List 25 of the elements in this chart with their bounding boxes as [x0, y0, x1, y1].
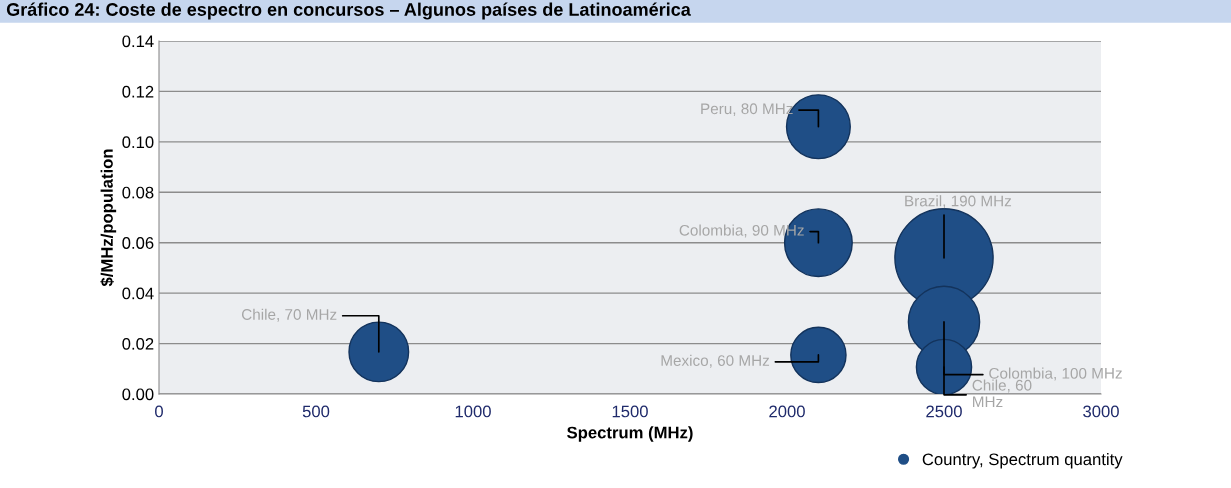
x-tick-label: 500 — [302, 405, 330, 418]
legend-label: Country, Spectrum quantity — [922, 452, 1123, 469]
y-tick-label: 0.08 — [122, 186, 154, 199]
annotation: Mexico, 60 MHz — [661, 354, 770, 368]
x-tick-label: 2500 — [926, 405, 962, 418]
annotation: Colombia, 100 MHz — [989, 367, 1122, 381]
x-tick-label: 1000 — [455, 405, 491, 418]
annotation: Chile, 60 MHz — [972, 379, 1032, 407]
annotation: Peru, 80 MHz — [701, 103, 793, 116]
y-tick-label: 0.10 — [122, 136, 154, 149]
y-tick-label: 0.02 — [122, 337, 154, 350]
x-tick-label: 2000 — [769, 405, 805, 418]
x-tick-label: 1500 — [612, 405, 648, 418]
y-axis-title: $/MHz/population — [100, 149, 117, 287]
annotation: Brazil, 190 MHz — [905, 195, 1012, 209]
y-tick-label: 0.04 — [122, 287, 154, 300]
y-tick-label: 0.06 — [122, 237, 154, 249]
x-tick-label: 0 — [155, 405, 163, 418]
x-tick-label: 3000 — [1083, 405, 1119, 418]
y-tick-label: 0.00 — [122, 388, 154, 401]
y-tick-label: 0.14 — [122, 35, 154, 48]
chart-title: Gráfico 24: Coste de espectro en concursos – Algunos países de Latinoamérica — [6, 2, 691, 20]
x-axis-title: Spectrum (MHz) — [567, 426, 693, 442]
annotation: Chile, 70 MHz — [241, 308, 337, 322]
y-tick-label: 0.12 — [122, 85, 154, 98]
